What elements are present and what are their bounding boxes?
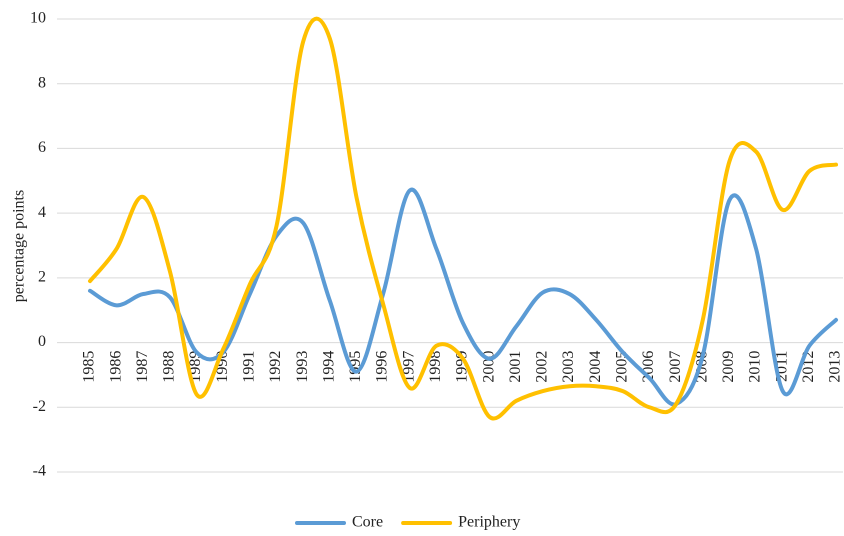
x-tick-label: 1991 (241, 351, 258, 383)
y-tick-label: -2 (33, 398, 46, 415)
x-tick-label: 1986 (107, 351, 124, 383)
x-tick-label: 1999 (454, 351, 471, 383)
x-tick-label: 1998 (427, 351, 444, 383)
y-tick-label: 0 (38, 333, 46, 350)
x-tick-label: 2002 (534, 351, 551, 383)
legend-label: Core (352, 514, 383, 531)
x-tick-label: 1995 (347, 351, 364, 383)
y-tick-label: 6 (38, 139, 46, 156)
x-tick-label: 1994 (320, 351, 337, 383)
x-tick-label: 2010 (747, 351, 764, 383)
y-tick-label: 2 (38, 269, 46, 286)
x-tick-label: 2009 (720, 351, 737, 383)
x-tick-label: 2001 (507, 351, 524, 383)
x-tick-label: 2013 (827, 351, 844, 383)
x-tick-label: 1985 (81, 351, 98, 383)
series-line (88, 16, 838, 421)
x-tick-label: 2004 (587, 351, 604, 383)
x-tick-label: 1987 (134, 351, 151, 383)
x-tick-label: 1996 (374, 351, 391, 383)
y-tick-label: 8 (38, 74, 46, 91)
legend-label: Periphery (458, 514, 520, 531)
y-axis-label: percentage points (11, 190, 28, 302)
y-tick-label: -4 (33, 463, 46, 480)
x-tick-label: 2007 (667, 351, 684, 383)
x-tick-label: 1992 (267, 351, 284, 383)
x-tick-label: 2003 (560, 351, 577, 383)
y-tick-label: 10 (30, 10, 46, 27)
y-tick-label: 4 (38, 204, 46, 221)
x-tick-label: 1993 (294, 351, 311, 383)
x-tick-label: 1988 (161, 351, 178, 383)
x-tick-label: 1997 (400, 351, 417, 383)
